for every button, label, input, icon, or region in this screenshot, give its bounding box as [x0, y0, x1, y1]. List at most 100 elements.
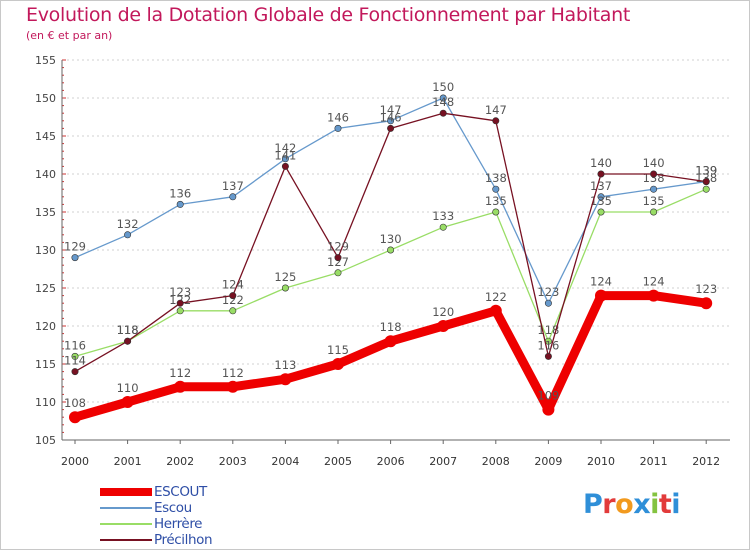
data-label-escout: 124	[590, 275, 612, 289]
data-point-herrere	[229, 307, 237, 315]
legend-swatch-precilhon	[100, 539, 152, 541]
data-label-escout: 122	[485, 290, 507, 304]
data-point-precilhon	[702, 178, 710, 186]
data-point-escout	[121, 396, 134, 408]
data-point-escout	[332, 358, 344, 370]
x-tick-label: 2006	[377, 455, 405, 468]
data-point-herrere	[334, 269, 342, 277]
data-point-escou	[334, 124, 342, 132]
data-point-escout	[69, 411, 81, 424]
data-label-precilhon: 141	[274, 148, 296, 162]
data-label-precilhon: 148	[432, 95, 454, 109]
data-label-escout: 120	[432, 305, 454, 319]
legend-swatch-escout	[100, 488, 152, 496]
y-tick-label: 110	[35, 396, 56, 409]
data-label-precilhon: 124	[222, 278, 244, 292]
data-point-escou	[281, 155, 289, 163]
legend-swatch-herrere	[100, 523, 152, 525]
data-point-herrere	[702, 185, 710, 193]
data-label-escout: 110	[117, 381, 139, 395]
data-point-escout	[700, 297, 713, 310]
x-tick-label: 2009	[534, 455, 562, 468]
data-point-herrere	[71, 352, 79, 360]
data-point-escou	[544, 299, 552, 307]
y-tick-label: 125	[35, 282, 56, 295]
data-label-herrere: 135	[485, 194, 507, 208]
chart-subtitle: (en € et par an)	[26, 29, 113, 42]
data-label-precilhon: 116	[537, 338, 559, 352]
y-tick-label: 130	[35, 244, 56, 257]
data-point-precilhon	[439, 109, 447, 117]
y-tick-label: 155	[35, 54, 56, 67]
data-label-precilhon: 139	[695, 164, 717, 178]
data-point-escout	[174, 380, 187, 393]
legend: ESCOUT Escou Herrère Précilhon	[100, 484, 213, 548]
data-point-escout	[647, 289, 660, 302]
data-point-escout	[489, 304, 502, 317]
data-point-precilhon	[387, 124, 395, 132]
data-point-herrere	[281, 284, 289, 292]
legend-label-escout: ESCOUT	[154, 484, 207, 500]
data-point-escou	[492, 185, 500, 193]
data-point-escout	[595, 289, 607, 302]
legend-label-precilhon: Précilhon	[154, 532, 213, 548]
data-label-herrere: 130	[380, 232, 402, 246]
legend-swatch-escou	[100, 507, 152, 509]
data-label-escou: 137	[222, 179, 244, 193]
data-label-escout: 118	[380, 320, 402, 334]
data-label-escou: 138	[485, 171, 507, 185]
data-point-escou	[229, 193, 237, 201]
x-tick-label: 2001	[114, 455, 142, 468]
data-label-precilhon: 118	[117, 323, 139, 337]
legend-item-escou: Escou	[100, 500, 212, 516]
data-label-precilhon: 140	[590, 156, 612, 170]
x-tick-label: 2002	[166, 455, 194, 468]
data-label-escou: 129	[64, 240, 86, 254]
data-label-herrere: 125	[274, 270, 296, 284]
data-point-herrere	[387, 246, 395, 254]
x-tick-label: 2008	[482, 455, 510, 468]
data-label-escou: 150	[432, 80, 454, 94]
data-point-precilhon	[281, 162, 289, 170]
data-label-escout: 109	[537, 389, 559, 403]
data-point-herrere	[176, 307, 184, 315]
data-point-herrere	[492, 208, 500, 216]
data-point-escou	[176, 200, 184, 208]
x-tick-label: 2005	[324, 455, 352, 468]
data-label-precilhon: 146	[380, 110, 402, 124]
legend-label-herrere: Herrère	[154, 516, 203, 532]
y-tick-label: 105	[35, 434, 56, 447]
data-label-escou: 123	[537, 285, 559, 299]
data-label-herrere: 135	[590, 194, 612, 208]
data-label-escou: 142	[274, 141, 296, 155]
data-point-precilhon	[597, 170, 605, 178]
data-label-escout: 123	[695, 282, 717, 296]
y-tick-label: 115	[35, 358, 56, 371]
data-label-precilhon: 114	[64, 354, 86, 368]
data-label-escou: 137	[590, 179, 612, 193]
data-label-escou: 146	[327, 110, 349, 124]
y-tick-label: 140	[35, 168, 56, 181]
y-tick-label: 145	[35, 130, 56, 143]
chart-title: Evolution de la Dotation Globale de Fonc…	[26, 4, 631, 26]
data-label-escou: 136	[169, 186, 191, 200]
x-tick-label: 2007	[429, 455, 457, 468]
data-point-precilhon	[334, 254, 342, 262]
x-tick-label: 2011	[640, 455, 668, 468]
data-point-precilhon	[71, 368, 79, 376]
data-point-escout	[542, 403, 555, 416]
data-point-escou	[439, 94, 447, 102]
data-label-herrere: 118	[117, 323, 139, 337]
data-point-escout	[437, 320, 450, 332]
data-label-herrere: 135	[643, 194, 665, 208]
x-tick-label: 2012	[692, 455, 720, 468]
data-point-precilhon	[544, 352, 552, 360]
data-label-escout: 115	[327, 343, 349, 357]
data-point-precilhon	[176, 299, 184, 307]
data-label-escou: 139	[695, 164, 717, 178]
data-label-escout: 124	[643, 275, 665, 289]
data-point-precilhon	[650, 170, 658, 178]
legend-item-herrere: Herrère	[100, 516, 212, 532]
data-point-precilhon	[492, 117, 500, 125]
